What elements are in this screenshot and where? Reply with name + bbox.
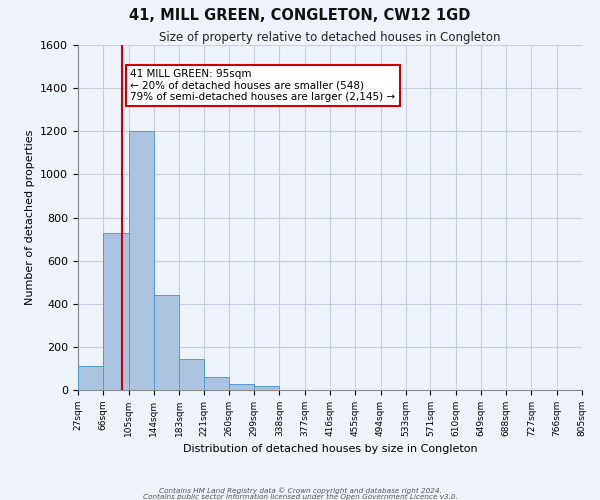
X-axis label: Distribution of detached houses by size in Congleton: Distribution of detached houses by size …	[182, 444, 478, 454]
Bar	[103, 232, 128, 390]
Bar	[128, 131, 154, 390]
Bar	[229, 384, 254, 390]
Bar	[179, 358, 203, 390]
Title: Size of property relative to detached houses in Congleton: Size of property relative to detached ho…	[159, 31, 501, 44]
Bar	[78, 366, 103, 390]
Text: Contains HM Land Registry data © Crown copyright and database right 2024.: Contains HM Land Registry data © Crown c…	[158, 488, 442, 494]
Bar	[203, 377, 229, 390]
Bar	[254, 386, 280, 390]
Y-axis label: Number of detached properties: Number of detached properties	[25, 130, 35, 305]
Text: Contains public sector information licensed under the Open Government Licence v3: Contains public sector information licen…	[143, 494, 457, 500]
Text: 41 MILL GREEN: 95sqm
← 20% of detached houses are smaller (548)
79% of semi-deta: 41 MILL GREEN: 95sqm ← 20% of detached h…	[130, 68, 395, 102]
Bar	[154, 295, 179, 390]
Text: 41, MILL GREEN, CONGLETON, CW12 1GD: 41, MILL GREEN, CONGLETON, CW12 1GD	[130, 8, 470, 22]
